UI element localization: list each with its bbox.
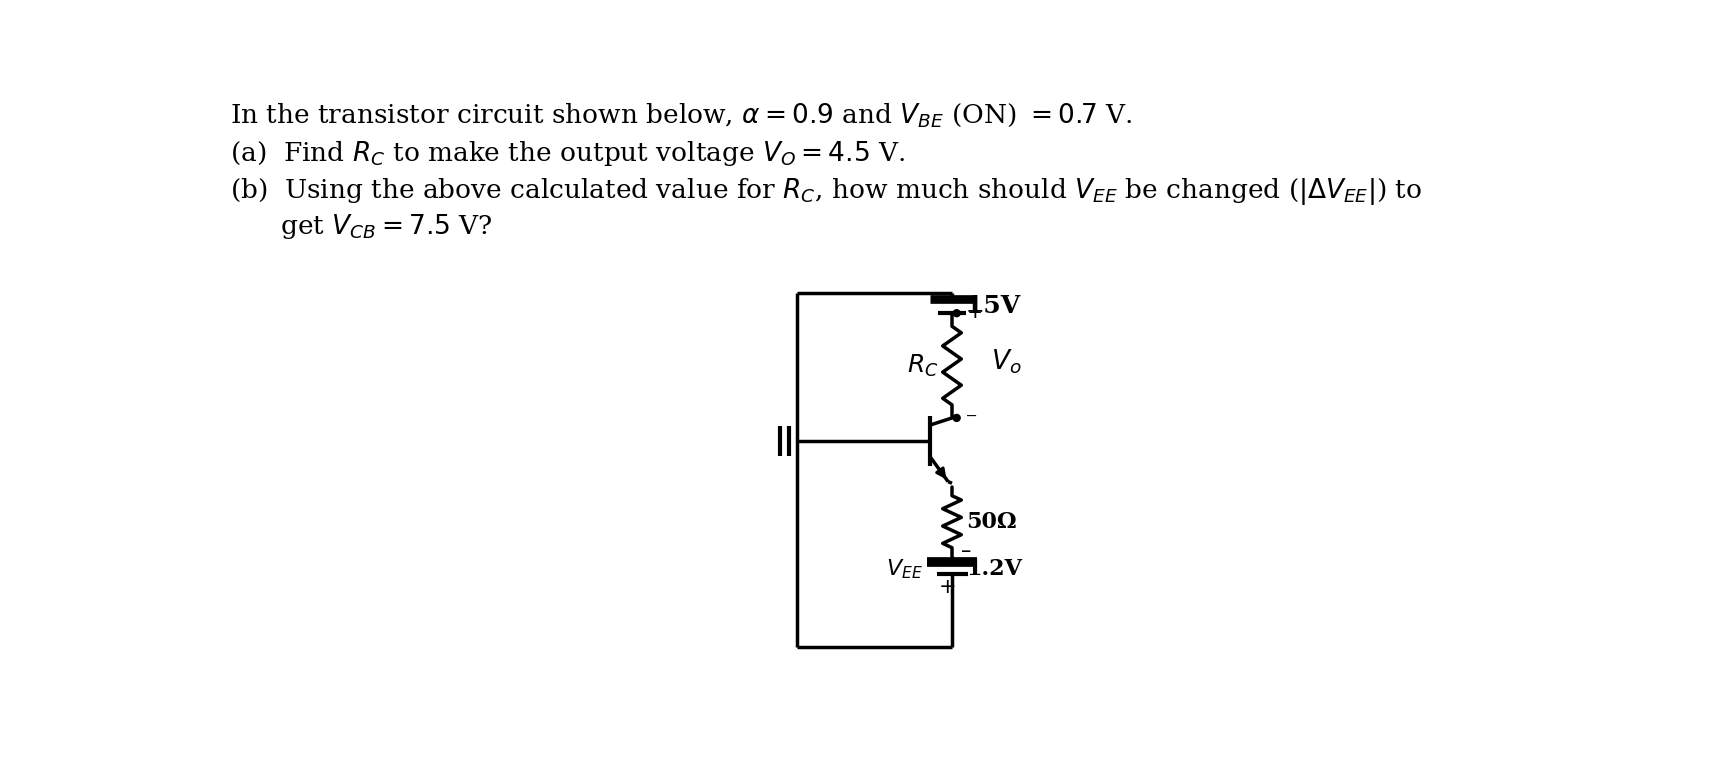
Text: –: – xyxy=(961,541,972,562)
Text: 50Ω: 50Ω xyxy=(967,511,1017,533)
Circle shape xyxy=(953,415,960,421)
Text: $V_{EE}$: $V_{EE}$ xyxy=(885,558,923,581)
Text: (a)  Find $R_C$ to make the output voltage $V_O = 4.5$ V.: (a) Find $R_C$ to make the output voltag… xyxy=(230,139,904,168)
Text: +: + xyxy=(939,577,956,597)
Text: get $V_{CB} = 7.5$ V?: get $V_{CB} = 7.5$ V? xyxy=(230,213,492,242)
Text: 15V: 15V xyxy=(967,294,1020,319)
Circle shape xyxy=(953,309,960,317)
Text: 1.2V: 1.2V xyxy=(967,559,1022,581)
Text: In the transistor circuit shown below, $\alpha = 0.9$ and $V_{BE}$ (ON) $= 0.7$ : In the transistor circuit shown below, $… xyxy=(230,101,1132,129)
Text: $R_C$: $R_C$ xyxy=(906,353,937,379)
Text: $V_o$: $V_o$ xyxy=(991,347,1022,376)
Text: (b)  Using the above calculated value for $R_C$, how much should $V_{EE}$ be cha: (b) Using the above calculated value for… xyxy=(230,176,1422,207)
Text: –: – xyxy=(967,405,977,427)
Text: +: + xyxy=(967,301,984,322)
